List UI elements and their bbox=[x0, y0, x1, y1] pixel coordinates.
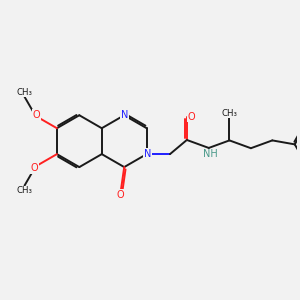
Text: N: N bbox=[121, 110, 128, 120]
Text: O: O bbox=[33, 110, 40, 120]
Text: CH₃: CH₃ bbox=[16, 186, 33, 195]
Text: NH: NH bbox=[203, 149, 218, 159]
Text: N: N bbox=[144, 149, 151, 159]
Text: O: O bbox=[188, 112, 195, 122]
Text: O: O bbox=[31, 163, 38, 173]
Text: O: O bbox=[117, 190, 124, 200]
Text: CH₃: CH₃ bbox=[221, 109, 238, 118]
Text: CH₃: CH₃ bbox=[16, 88, 33, 97]
